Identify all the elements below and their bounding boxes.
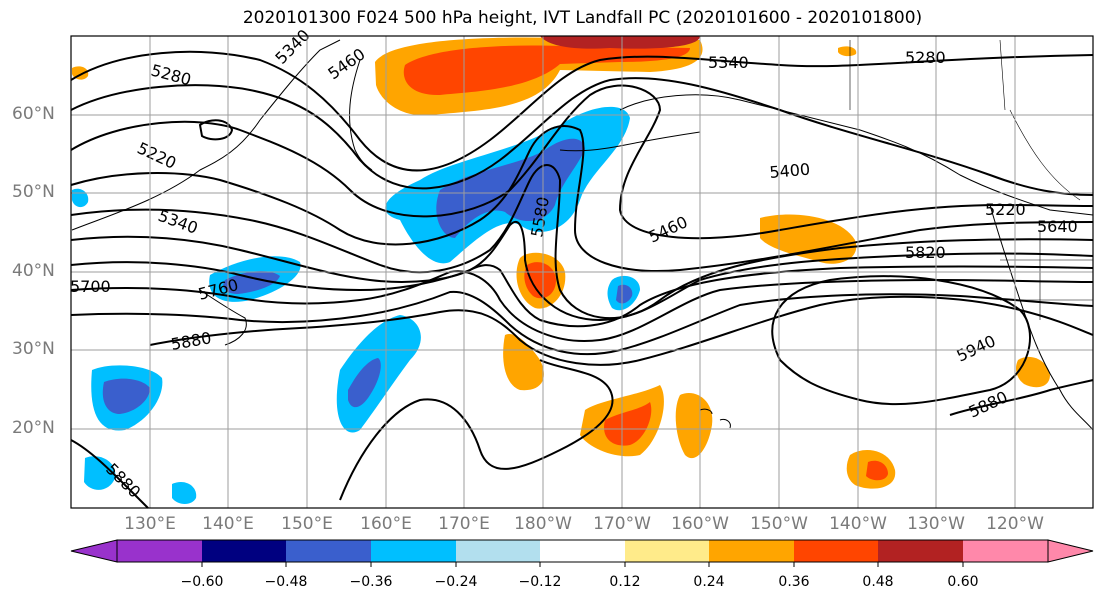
contour-5880-north — [149, 295, 1094, 366]
contour-label: 5340 — [708, 53, 749, 72]
contour-sw — [70, 439, 149, 509]
colorbar-left-extension — [70, 539, 118, 563]
colorbar-outline — [116, 539, 1049, 563]
coastlines — [71, 39, 1094, 431]
shade-negative-sw — [84, 456, 116, 490]
coast-asia — [71, 39, 341, 231]
colorbar-bin — [794, 540, 878, 562]
lon-label-150e: 150°E — [281, 514, 333, 534]
chart-title: 2020101300 F024 500 hPa height, IVT Land… — [242, 8, 923, 28]
colorbar-tick-label: 0.24 — [693, 574, 725, 590]
contour-label: 5400 — [769, 160, 811, 182]
lon-label-120w: 120°W — [986, 514, 1044, 534]
shade-negative-170w-core — [616, 284, 633, 304]
contour-1 — [70, 50, 1094, 172]
graticule — [71, 36, 1093, 508]
shade-negative-wpac-core — [102, 378, 150, 414]
contour-5880-se — [949, 379, 1094, 416]
contour-5940 — [771, 275, 1031, 406]
lat-label-50n: 50°N — [12, 182, 55, 202]
contour-5 — [70, 164, 1094, 320]
lon-label-180w: 180°W — [514, 514, 572, 534]
shade-positive-sub4-core — [866, 460, 888, 481]
shade-positive-baja — [1016, 356, 1050, 388]
colorbar-tick-label: −0.36 — [349, 574, 393, 590]
contour-2 — [70, 77, 1094, 196]
lon-label-140w: 140°W — [829, 514, 887, 534]
coast-hawaii — [699, 408, 731, 429]
lon-label-130e: 130°E — [124, 514, 176, 534]
coast-alaska — [619, 94, 1094, 216]
lat-label-60n: 60°N — [12, 104, 55, 124]
shade-positive-sub1 — [503, 334, 544, 391]
colorbar-tick-label: 0.12 — [609, 574, 641, 590]
colorbar — [70, 539, 1094, 567]
shade-positive-ne — [838, 46, 857, 57]
lon-label-150w: 150°W — [750, 514, 808, 534]
shade-positive-180-core — [524, 262, 556, 299]
colorbar-tick-label: −0.12 — [518, 574, 562, 590]
contour-5880-south — [339, 359, 614, 501]
contour-3 — [70, 84, 1094, 240]
coast-na-west — [989, 204, 1094, 431]
shade-positive-sub2-core — [604, 402, 652, 446]
lon-label-160e: 160°E — [360, 514, 412, 534]
colorbar-bin — [117, 540, 202, 562]
colorbar-bin — [456, 540, 540, 562]
colorbar-tick-label: −0.60 — [180, 574, 224, 590]
coast-aleutians — [559, 131, 701, 152]
lat-label-40n: 40°N — [12, 261, 55, 281]
colorbar-tick-label: −0.24 — [434, 574, 478, 590]
contour-9 — [70, 290, 1094, 356]
contour-label: 5700 — [70, 277, 111, 296]
shade-positive-north-max — [540, 36, 700, 49]
colorbar-bin — [878, 540, 963, 562]
map-frame — [70, 35, 1094, 509]
contour-label: 5640 — [1037, 217, 1078, 236]
contour-4 — [70, 125, 1094, 272]
colorbar-tick-label: 0.48 — [862, 574, 894, 590]
contour-label: 5220 — [985, 200, 1026, 219]
lat-label-20n: 20°N — [12, 418, 55, 438]
lon-label-170e: 170°E — [438, 514, 490, 534]
colorbar-bin — [625, 540, 709, 562]
colorbar-bin — [963, 540, 1048, 562]
height-contours — [70, 50, 1094, 509]
contour-6 — [70, 221, 1094, 322]
contour-8 — [70, 270, 1094, 342]
colorbar-bin — [709, 540, 794, 562]
colorbar-tick-label: 0.60 — [947, 574, 979, 590]
colorbar-tick-label: 0.36 — [778, 574, 810, 590]
colorbar-bin — [286, 540, 371, 562]
contour-7 — [70, 261, 1094, 328]
colorbar-right-extension — [1047, 539, 1094, 563]
contour-nw-loop — [198, 119, 234, 141]
lon-label-140e: 140°E — [202, 514, 254, 534]
shade-positive-150w — [760, 214, 857, 264]
colorbar-bin — [202, 540, 286, 562]
lon-label-170w: 170°W — [593, 514, 651, 534]
contour-label: 5280 — [905, 48, 946, 67]
lat-label-30n: 30°N — [12, 339, 55, 359]
contour-label: 5820 — [905, 243, 946, 262]
lon-label-130w: 130°W — [907, 514, 965, 534]
shade-negative-japan-core — [223, 271, 280, 294]
coast-japan — [199, 289, 247, 346]
shade-negative-sub1-core — [348, 358, 381, 408]
colorbar-bin — [371, 540, 456, 562]
colorbar-tick-label: −0.48 — [264, 574, 308, 590]
colorbar-bin — [540, 540, 625, 562]
lon-label-160w: 160°W — [671, 514, 729, 534]
shade-negative-sw2 — [172, 481, 197, 504]
